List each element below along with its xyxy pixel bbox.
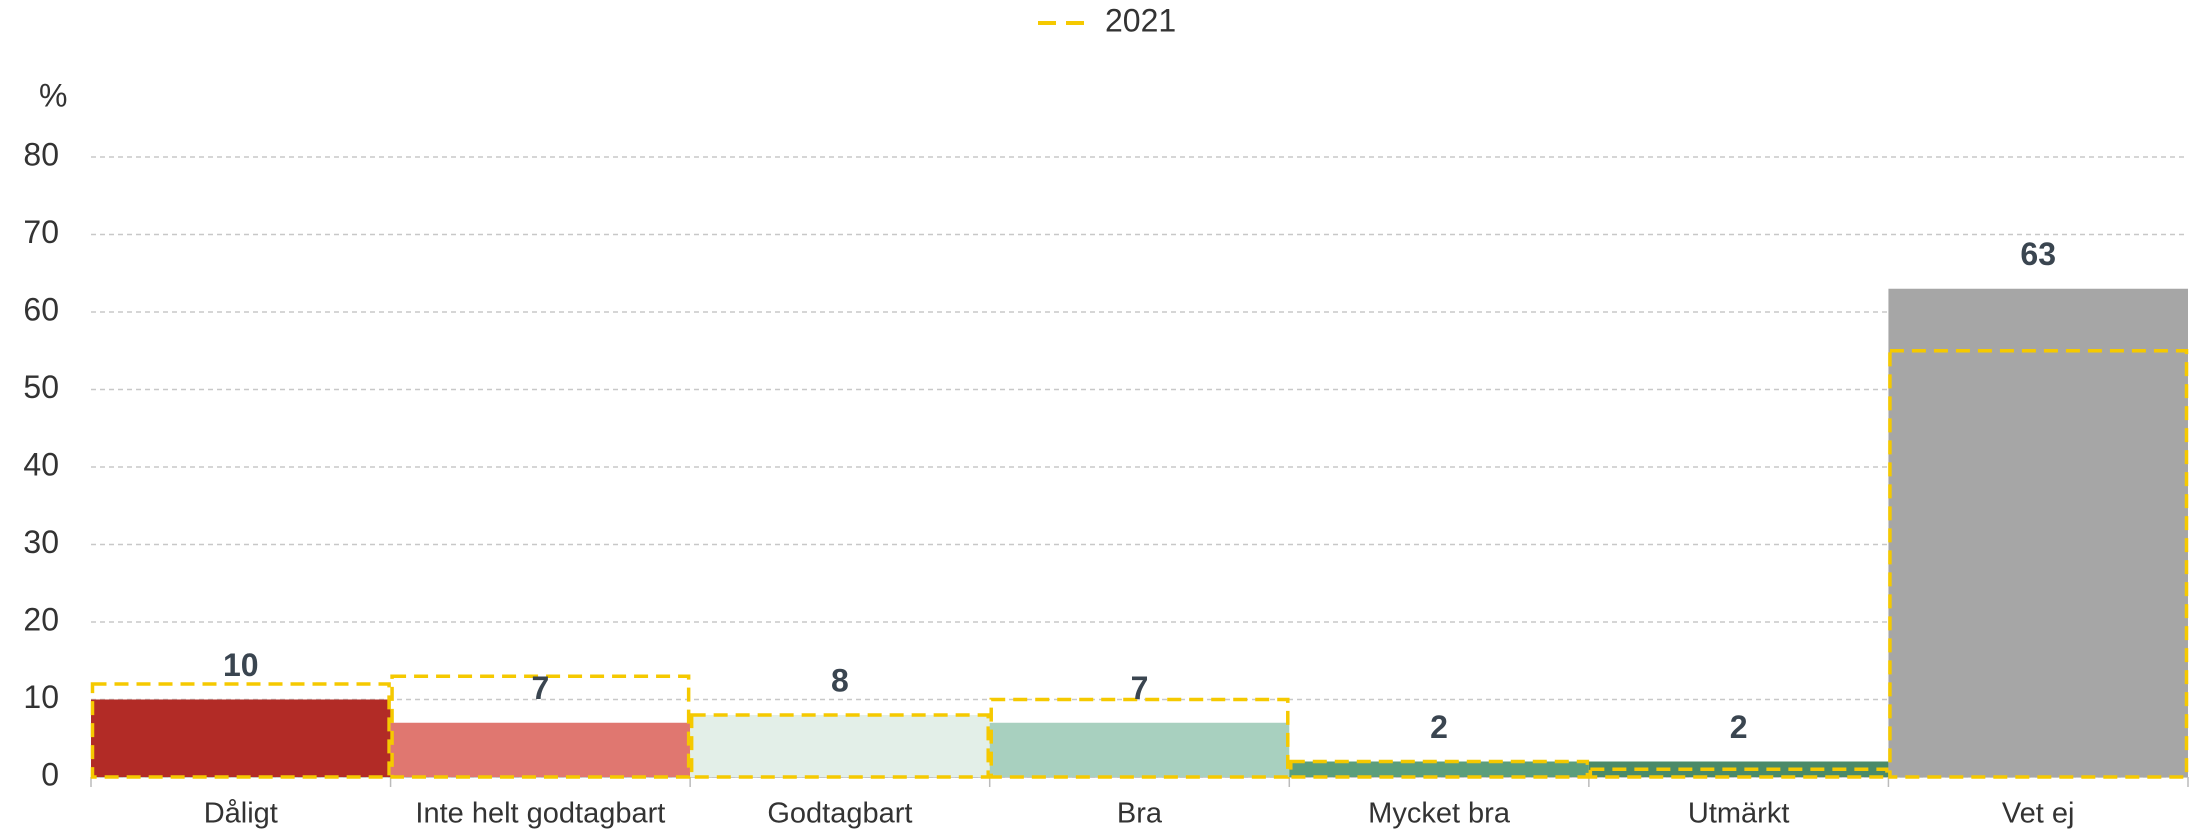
y-tick-label: 60 (23, 291, 59, 327)
legend-label: 2021 (1105, 2, 1176, 38)
reference-bar (1289, 759, 1590, 779)
bar (1588, 761, 1889, 777)
x-tick-label: Vet ej (2002, 798, 2075, 830)
data-label: 2 (1730, 709, 1748, 745)
reference-bar (1588, 767, 1889, 779)
y-tick-label: 20 (23, 601, 59, 637)
bar (390, 722, 691, 777)
reference-bar (1888, 349, 2189, 779)
bar (91, 699, 391, 777)
bar (1289, 761, 1589, 777)
data-label: 2 (1430, 709, 1448, 745)
x-tick-label: Dåligt (204, 798, 278, 830)
y-axis-label: % (39, 77, 67, 113)
data-label: 10 (223, 647, 259, 683)
y-tick-label: 70 (23, 214, 59, 250)
y-tick-label: 0 (41, 756, 59, 792)
data-label: 7 (1131, 670, 1149, 706)
data-label: 8 (831, 662, 849, 698)
y-tick-label: 30 (23, 524, 59, 560)
bar (690, 715, 990, 777)
data-label: 63 (2020, 236, 2056, 272)
y-tick-label: 80 (23, 136, 59, 172)
bar (1888, 288, 2188, 777)
x-tick-label: Inte helt godtagbart (415, 798, 665, 830)
y-tick-label: 50 (23, 369, 59, 405)
x-tick-label: Utmärkt (1688, 798, 1790, 830)
bar (989, 722, 1290, 777)
x-tick-label: Godtagbart (767, 798, 912, 830)
reference-bar (90, 682, 391, 779)
data-label: 7 (531, 670, 549, 706)
x-tick-label: Bra (1117, 798, 1163, 830)
y-tick-label: 40 (23, 446, 59, 482)
reference-bar (989, 697, 1290, 779)
reference-bar (689, 713, 990, 779)
y-tick-label: 10 (23, 679, 59, 715)
x-tick-label: Mycket bra (1368, 798, 1511, 830)
